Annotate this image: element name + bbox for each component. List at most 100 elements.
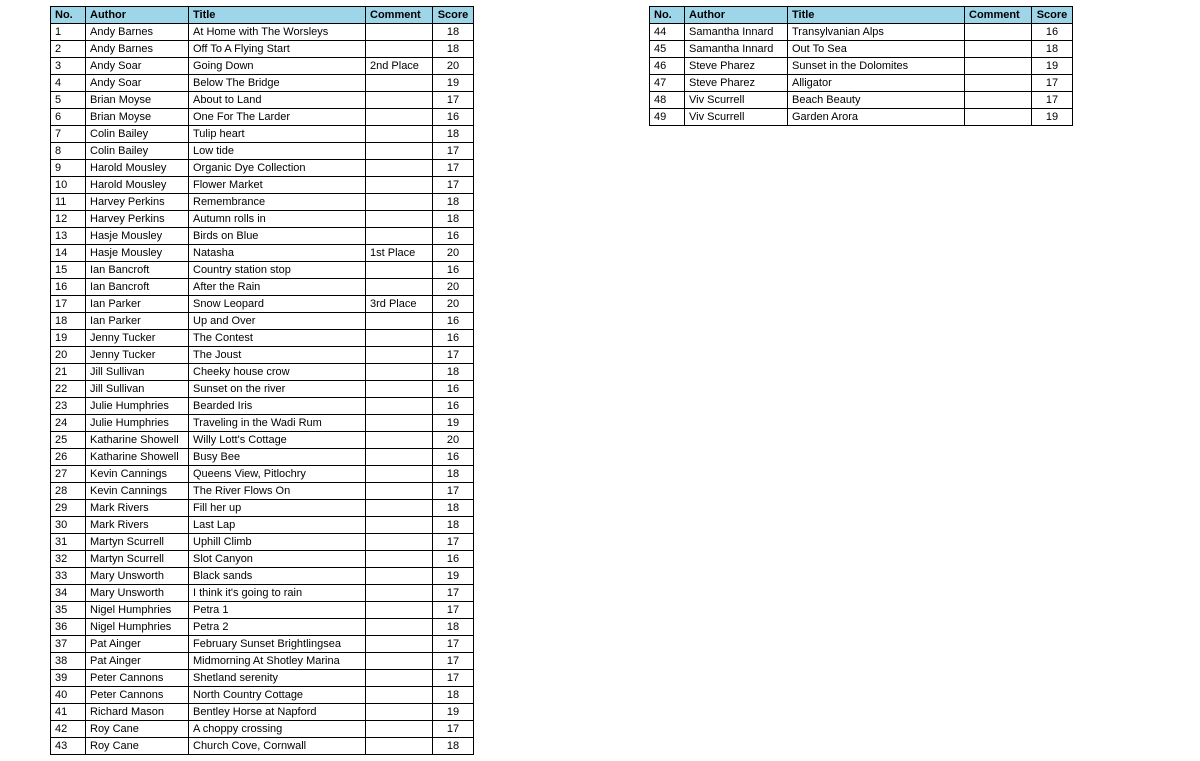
- cell-no: 26: [51, 449, 86, 466]
- cell-comment: [965, 109, 1032, 126]
- cell-comment: [366, 636, 433, 653]
- cell-no: 12: [51, 211, 86, 228]
- cell-author: Roy Cane: [86, 721, 189, 738]
- cell-title: Fill her up: [189, 500, 366, 517]
- col-header-comment: Comment: [366, 7, 433, 24]
- cell-title: Cheeky house crow: [189, 364, 366, 381]
- cell-author: Andy Soar: [86, 58, 189, 75]
- cell-comment: [366, 143, 433, 160]
- cell-author: Pat Ainger: [86, 653, 189, 670]
- col-header-comment: Comment: [965, 7, 1032, 24]
- cell-comment: [366, 75, 433, 92]
- cell-title: Traveling in the Wadi Rum: [189, 415, 366, 432]
- table-row: 15Ian BancroftCountry station stop16: [51, 262, 474, 279]
- cell-title: Transylvanian Alps: [788, 24, 965, 41]
- cell-title: A choppy crossing: [189, 721, 366, 738]
- cell-no: 19: [51, 330, 86, 347]
- results-table-left: No. Author Title Comment Score 1Andy Bar…: [50, 6, 474, 755]
- cell-title: At Home with The Worsleys: [189, 24, 366, 41]
- cell-comment: [965, 75, 1032, 92]
- cell-title: Tulip heart: [189, 126, 366, 143]
- cell-score: 18: [1032, 41, 1073, 58]
- cell-comment: [366, 415, 433, 432]
- cell-author: Steve Pharez: [685, 75, 788, 92]
- cell-no: 5: [51, 92, 86, 109]
- results-table-right: No. Author Title Comment Score 44Samanth…: [649, 6, 1073, 126]
- cell-comment: [366, 653, 433, 670]
- cell-no: 15: [51, 262, 86, 279]
- cell-score: 18: [433, 126, 474, 143]
- cell-score: 17: [433, 160, 474, 177]
- cell-score: 16: [433, 381, 474, 398]
- table-row: 44Samantha InnardTransylvanian Alps16: [650, 24, 1073, 41]
- cell-author: Harvey Perkins: [86, 194, 189, 211]
- cell-comment: [965, 41, 1032, 58]
- cell-author: Mark Rivers: [86, 500, 189, 517]
- table-row: 40Peter CannonsNorth Country Cottage18: [51, 687, 474, 704]
- table-row: 22Jill SullivanSunset on the river16: [51, 381, 474, 398]
- cell-no: 1: [51, 24, 86, 41]
- cell-comment: 3rd Place: [366, 296, 433, 313]
- cell-author: Nigel Humphries: [86, 619, 189, 636]
- table-row: 27Kevin CanningsQueens View, Pitlochry18: [51, 466, 474, 483]
- cell-score: 20: [433, 245, 474, 262]
- cell-score: 17: [433, 177, 474, 194]
- cell-no: 6: [51, 109, 86, 126]
- cell-no: 20: [51, 347, 86, 364]
- cell-comment: [366, 398, 433, 415]
- cell-comment: [366, 24, 433, 41]
- cell-score: 19: [433, 75, 474, 92]
- cell-no: 18: [51, 313, 86, 330]
- cell-no: 7: [51, 126, 86, 143]
- cell-author: Peter Cannons: [86, 670, 189, 687]
- cell-comment: [366, 585, 433, 602]
- cell-no: 13: [51, 228, 86, 245]
- cell-author: Pat Ainger: [86, 636, 189, 653]
- cell-title: The Joust: [189, 347, 366, 364]
- cell-comment: [366, 228, 433, 245]
- table-row: 4Andy SoarBelow The Bridge19: [51, 75, 474, 92]
- cell-no: 16: [51, 279, 86, 296]
- cell-no: 24: [51, 415, 86, 432]
- cell-title: Beach Beauty: [788, 92, 965, 109]
- cell-author: Katharine Showell: [86, 432, 189, 449]
- cell-author: Jenny Tucker: [86, 347, 189, 364]
- cell-comment: [366, 704, 433, 721]
- cell-title: Black sands: [189, 568, 366, 585]
- cell-score: 17: [433, 585, 474, 602]
- cell-comment: [366, 483, 433, 500]
- cell-author: Ian Parker: [86, 296, 189, 313]
- cell-title: Midmorning At Shotley Marina: [189, 653, 366, 670]
- cell-score: 17: [1032, 92, 1073, 109]
- cell-no: 9: [51, 160, 86, 177]
- cell-score: 18: [433, 517, 474, 534]
- table-row: 48Viv ScurrellBeach Beauty 17: [650, 92, 1073, 109]
- cell-no: 48: [650, 92, 685, 109]
- cell-author: Viv Scurrell: [685, 92, 788, 109]
- cell-title: Going Down: [189, 58, 366, 75]
- cell-title: Organic Dye Collection: [189, 160, 366, 177]
- cell-no: 49: [650, 109, 685, 126]
- cell-author: Mark Rivers: [86, 517, 189, 534]
- cell-author: Brian Moyse: [86, 92, 189, 109]
- cell-no: 4: [51, 75, 86, 92]
- cell-title: Autumn rolls in: [189, 211, 366, 228]
- cell-comment: [366, 92, 433, 109]
- cell-score: 17: [433, 602, 474, 619]
- cell-score: 16: [1032, 24, 1073, 41]
- cell-comment: [366, 41, 433, 58]
- table-row: 42Roy CaneA choppy crossing17: [51, 721, 474, 738]
- cell-no: 33: [51, 568, 86, 585]
- cell-title: Petra 1: [189, 602, 366, 619]
- cell-score: 17: [433, 670, 474, 687]
- table-row: 10Harold MousleyFlower Market17: [51, 177, 474, 194]
- cell-comment: [366, 211, 433, 228]
- table-row: 21Jill SullivanCheeky house crow18: [51, 364, 474, 381]
- cell-score: 16: [433, 313, 474, 330]
- cell-comment: [366, 738, 433, 755]
- cell-score: 19: [1032, 109, 1073, 126]
- cell-score: 17: [1032, 75, 1073, 92]
- cell-author: Samantha Innard: [685, 41, 788, 58]
- cell-comment: [366, 568, 433, 585]
- cell-score: 18: [433, 738, 474, 755]
